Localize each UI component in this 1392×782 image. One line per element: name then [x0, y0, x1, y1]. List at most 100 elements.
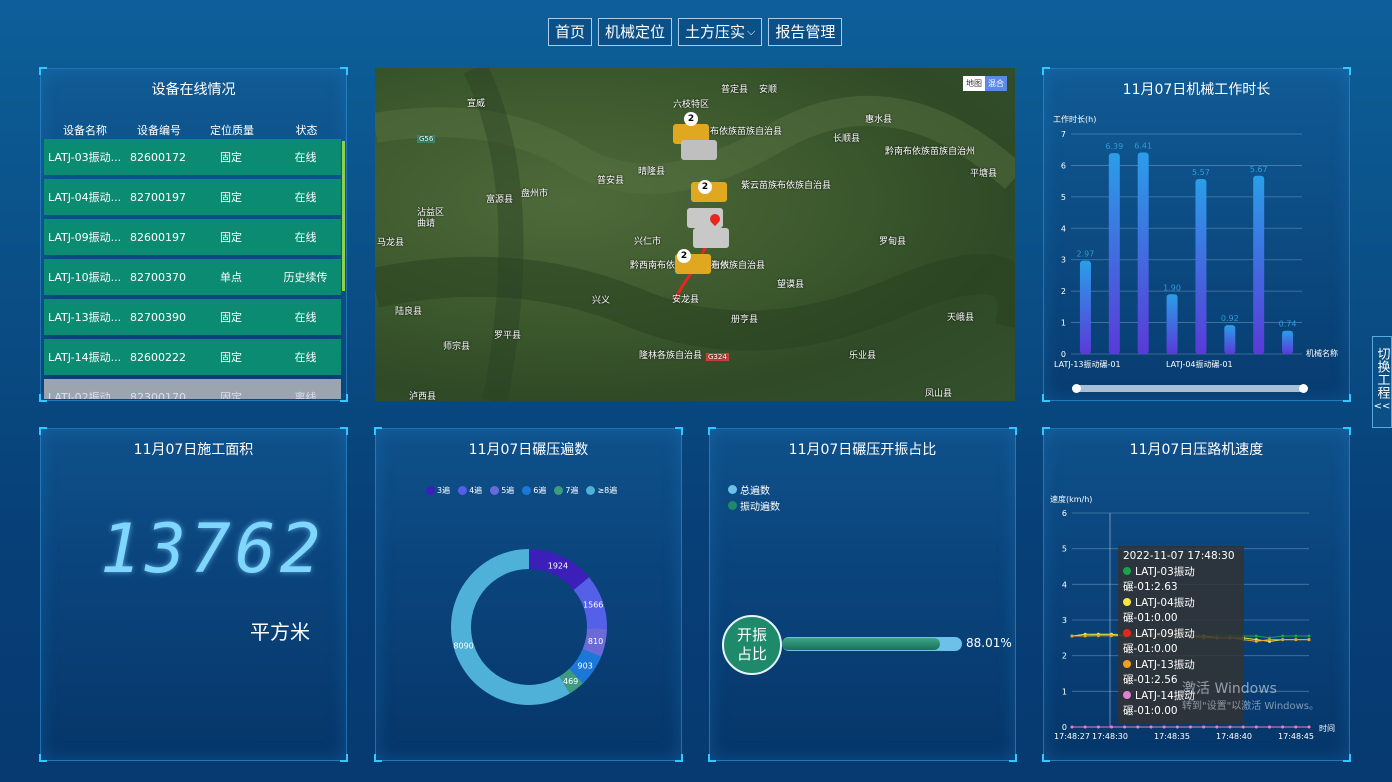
y-axis-label: 工作时长(h) [1053, 115, 1097, 124]
cell: LATJ-03振动... [48, 151, 122, 164]
device-table-body[interactable]: LATJ-03振动... 82600172 固定 在线 LATJ-04振动... 827… [44, 139, 341, 399]
data-point [1096, 725, 1100, 729]
construction-area-panel: 11月07日施工面积 [39, 427, 348, 762]
data-point [1281, 638, 1285, 642]
map-place: 普安县 [597, 176, 625, 186]
chart-tooltip: 2022-11-07 17:48:30 LATJ-03振动碾-01:2.63 L… [1118, 546, 1244, 723]
slice-label: 8090 [453, 642, 473, 651]
x-tick-label: LATJ-04振动碾-01 [1166, 360, 1233, 369]
nav-earth-compaction-label: 土方压实 [685, 23, 746, 41]
vibration-percent: 88.01% [966, 636, 1012, 650]
data-label: 0.74 [1279, 320, 1297, 329]
cell: 在线 [294, 191, 317, 204]
map-place: 兴义 [592, 296, 611, 306]
nav-report-management-label: 报告管理 [775, 23, 836, 41]
tooltip-label: LATJ-04振动碾-01:0.00 [1123, 596, 1195, 625]
x-tick-label: 17:48:27 [1054, 732, 1090, 741]
y-tick-label: 6 [1062, 509, 1067, 518]
map-place: 晴隆县 [638, 167, 666, 177]
table-row[interactable]: LATJ-13振动... 82700390 固定 在线 [44, 299, 341, 335]
x-tick-label: LATJ-13振动碾-01 [1054, 360, 1121, 369]
legend-label: 3遍 [437, 486, 451, 495]
legend-item[interactable]: 振动遍数 [728, 500, 780, 516]
switch-project-button[interactable]: 切换工程 << [1372, 336, 1392, 428]
map-terrain [375, 68, 1015, 401]
nav-report-management[interactable]: 报告管理 [768, 18, 843, 46]
nav-machine-location[interactable]: 机械定位 [598, 18, 673, 46]
roller-marker[interactable] [681, 140, 717, 160]
data-point [1083, 725, 1087, 729]
legend-label: 7遍 [565, 486, 579, 495]
legend-item[interactable]: 总遍数 [728, 484, 780, 500]
legend-item[interactable]: 3遍 [426, 485, 450, 496]
nav-home[interactable]: 首页 [548, 18, 593, 46]
table-row[interactable]: LATJ-10振动... 82700370 单点 历史续传 [44, 259, 341, 295]
map-type-hybrid[interactable]: 混合 [985, 76, 1007, 91]
legend-label: 5遍 [501, 486, 515, 495]
tooltip-label: LATJ-13振动碾-01:2.56 [1123, 658, 1195, 687]
y-tick-label: 2 [1061, 287, 1066, 296]
data-point [1162, 725, 1166, 729]
map-place: 安龙县 [672, 295, 700, 305]
map-place: 乐业县 [849, 351, 877, 361]
cluster-badge[interactable]: 2 [698, 180, 712, 194]
bar [1253, 175, 1265, 354]
bar [1282, 330, 1294, 354]
map-place: 册亨县 [731, 315, 759, 325]
rolling-passes-panel: 11月07日碾压遍数 3遍 4遍 5遍 6遍 7遍 ≥8遍 1924 1566 81… [374, 427, 683, 762]
roller-marker[interactable] [693, 228, 729, 248]
map-place: 惠水县 [865, 115, 893, 125]
tooltip-item: LATJ-13振动碾-01:2.56 [1123, 658, 1239, 689]
chart-zoom-slider[interactable] [1072, 384, 1308, 393]
cell: LATJ-04振动... [48, 191, 122, 204]
data-point [1110, 725, 1113, 729]
legend-item[interactable]: 7遍 [554, 485, 578, 496]
legend-item[interactable]: 4遍 [458, 485, 482, 496]
cell: 在线 [294, 311, 317, 324]
map-place: 曲靖 [417, 219, 436, 229]
panel-title: 11月07日压路机速度 [1129, 442, 1264, 458]
area-value: 13762 [100, 510, 325, 589]
table-scrollbar[interactable] [342, 141, 345, 291]
table-row[interactable]: LATJ-02振动... 82300170 固定 离线 [44, 379, 341, 399]
cell: 82700390 [130, 310, 186, 324]
data-point [1254, 725, 1258, 729]
legend-item[interactable]: ≥8遍 [586, 485, 617, 496]
roller-marker[interactable] [673, 124, 709, 144]
table-row[interactable]: LATJ-04振动... 82700197 固定 在线 [44, 179, 341, 215]
data-point [1149, 725, 1153, 729]
map-type-map[interactable]: 地图 [963, 76, 985, 91]
data-point [1123, 725, 1127, 729]
slider-handle-right[interactable] [1299, 384, 1308, 393]
road-sign: G56 [417, 135, 436, 143]
map-place: 凤山县 [925, 389, 953, 399]
donut-slice [529, 549, 590, 590]
map-place: 马龙县 [377, 238, 405, 248]
area-unit: 平方米 [250, 620, 310, 644]
data-point [1241, 725, 1245, 729]
map-place: 罗平县 [494, 331, 522, 341]
map-place: 布依族苗族自治县 [710, 127, 783, 137]
cell: 82700370 [130, 270, 186, 284]
cluster-badge[interactable]: 2 [677, 249, 691, 263]
nav-earth-compaction[interactable]: 土方压实 ⌵ [678, 18, 763, 46]
y-tick-label: 3 [1062, 616, 1067, 625]
legend-item[interactable]: 5遍 [490, 485, 514, 496]
legend-label: 4遍 [469, 486, 483, 495]
machine-map[interactable]: 宣威 六枝特区 普定县 安顺 惠水县 长顺县 黔南布依族苗族自治州 平塘县 晴隆… [375, 68, 1015, 401]
slider-handle-left[interactable] [1072, 384, 1081, 393]
data-point [1268, 638, 1271, 642]
legend-item[interactable]: 6遍 [522, 485, 546, 496]
tooltip-label: LATJ-09振动碾-01:0.00 [1123, 627, 1195, 656]
table-row[interactable]: LATJ-14振动... 82600222 固定 在线 [44, 339, 341, 375]
table-row[interactable]: LATJ-03振动... 82600172 固定 在线 [44, 139, 341, 175]
data-point [1307, 638, 1311, 642]
data-point [1070, 725, 1074, 729]
x-tick-label: 17:48:45 [1278, 732, 1314, 741]
data-point [1268, 725, 1271, 729]
table-row[interactable]: LATJ-09振动... 82600197 固定 在线 [44, 219, 341, 255]
map-place: 布依族自治县 [711, 261, 766, 271]
tooltip-item: LATJ-14振动碾-01:0.00 [1123, 689, 1239, 720]
cluster-badge[interactable]: 2 [684, 112, 698, 126]
